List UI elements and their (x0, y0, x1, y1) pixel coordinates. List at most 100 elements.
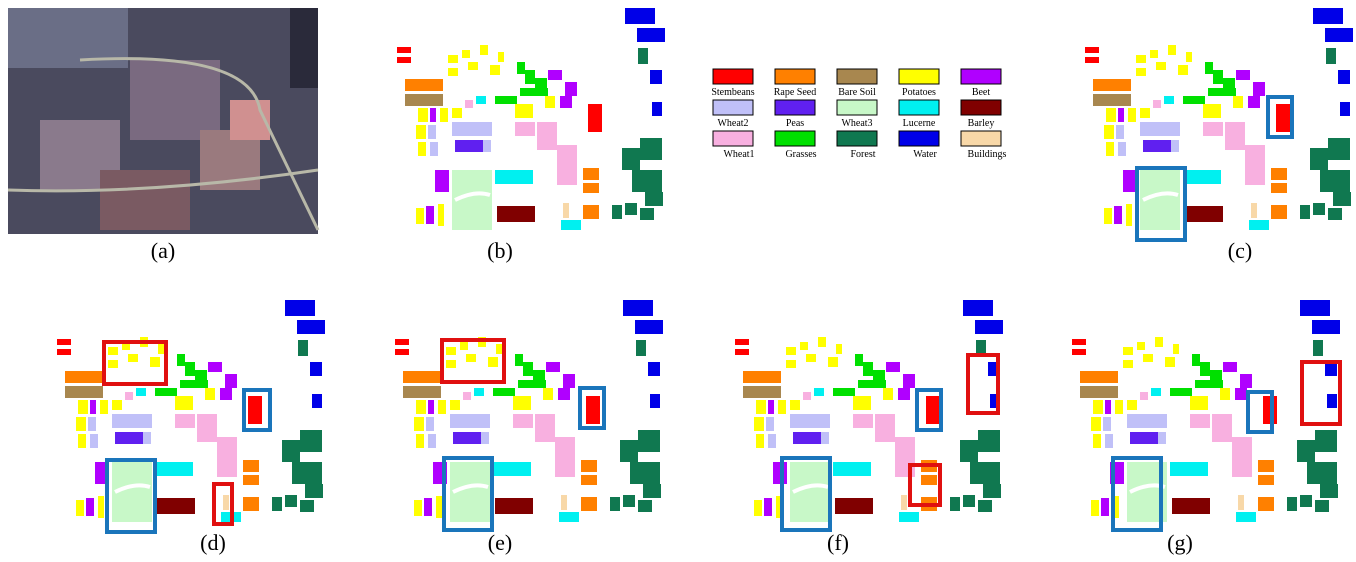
field (65, 371, 103, 383)
field (768, 434, 776, 448)
field (414, 417, 424, 431)
field (1190, 414, 1210, 428)
field (1287, 497, 1297, 511)
field (756, 400, 766, 414)
field (622, 148, 640, 170)
field (460, 342, 468, 350)
field (155, 388, 177, 396)
field (623, 300, 653, 316)
field (428, 400, 434, 414)
field (1328, 138, 1350, 160)
field (223, 495, 229, 510)
field (474, 388, 484, 396)
legend-label: Bare Soil (838, 87, 876, 98)
field (285, 495, 297, 507)
field (1192, 354, 1200, 366)
field (1233, 96, 1243, 108)
field (448, 68, 458, 76)
field (108, 347, 118, 355)
field (517, 62, 525, 74)
field (581, 460, 597, 472)
legend-label: Buildings (968, 149, 1007, 160)
field (205, 388, 215, 400)
field (1310, 148, 1328, 170)
legend-swatch (775, 69, 815, 84)
field (1085, 47, 1099, 53)
field (735, 339, 749, 345)
field (1123, 170, 1137, 192)
field (1186, 52, 1192, 62)
field (416, 125, 426, 139)
field (57, 339, 71, 345)
field (495, 96, 517, 104)
field (297, 320, 325, 334)
legend-swatch (713, 131, 753, 146)
field (195, 370, 207, 380)
field (468, 62, 478, 70)
legend-swatch (961, 100, 1001, 115)
field (1249, 220, 1269, 230)
field (180, 380, 208, 388)
field (150, 357, 160, 367)
field (438, 204, 444, 226)
field (1116, 125, 1124, 139)
field (513, 396, 531, 410)
field (405, 79, 443, 91)
field (1143, 354, 1153, 362)
field (1140, 122, 1180, 136)
field (1118, 108, 1124, 122)
legend-swatch (837, 131, 877, 146)
field (1190, 396, 1208, 410)
field (480, 45, 488, 55)
field (292, 462, 322, 484)
field (563, 374, 575, 388)
field (300, 430, 322, 452)
field (950, 497, 960, 511)
field (90, 434, 98, 448)
field (1153, 100, 1161, 108)
field (537, 122, 557, 150)
field (786, 347, 796, 355)
legend-label: Wheat2 (717, 118, 748, 129)
field (310, 362, 322, 376)
field (1248, 96, 1260, 108)
field (476, 96, 486, 104)
field (1236, 70, 1250, 80)
field (493, 388, 515, 396)
field (418, 142, 426, 156)
field (1212, 414, 1232, 442)
field (1093, 400, 1103, 414)
field (583, 183, 599, 193)
field (975, 320, 1003, 334)
field (863, 362, 873, 376)
field (430, 142, 438, 156)
field (635, 320, 663, 334)
field (243, 475, 259, 485)
field (112, 414, 152, 428)
field (588, 104, 602, 132)
field (1104, 125, 1114, 139)
field (754, 500, 762, 516)
field (1271, 168, 1287, 180)
field (1325, 362, 1337, 376)
field (565, 82, 577, 96)
legend-label: Wheat1 (723, 149, 754, 160)
field (610, 497, 620, 511)
field (220, 388, 232, 400)
field (136, 388, 146, 396)
field (426, 417, 434, 431)
field (1258, 475, 1274, 485)
field (1232, 437, 1252, 477)
field (1253, 82, 1265, 96)
field (243, 497, 259, 511)
field (768, 400, 774, 414)
field (520, 88, 548, 96)
field (1223, 362, 1237, 372)
field (1106, 142, 1114, 156)
field (1127, 414, 1167, 428)
field (100, 400, 108, 414)
field (452, 108, 462, 118)
field (533, 370, 545, 380)
field (466, 354, 476, 362)
field (778, 400, 786, 414)
